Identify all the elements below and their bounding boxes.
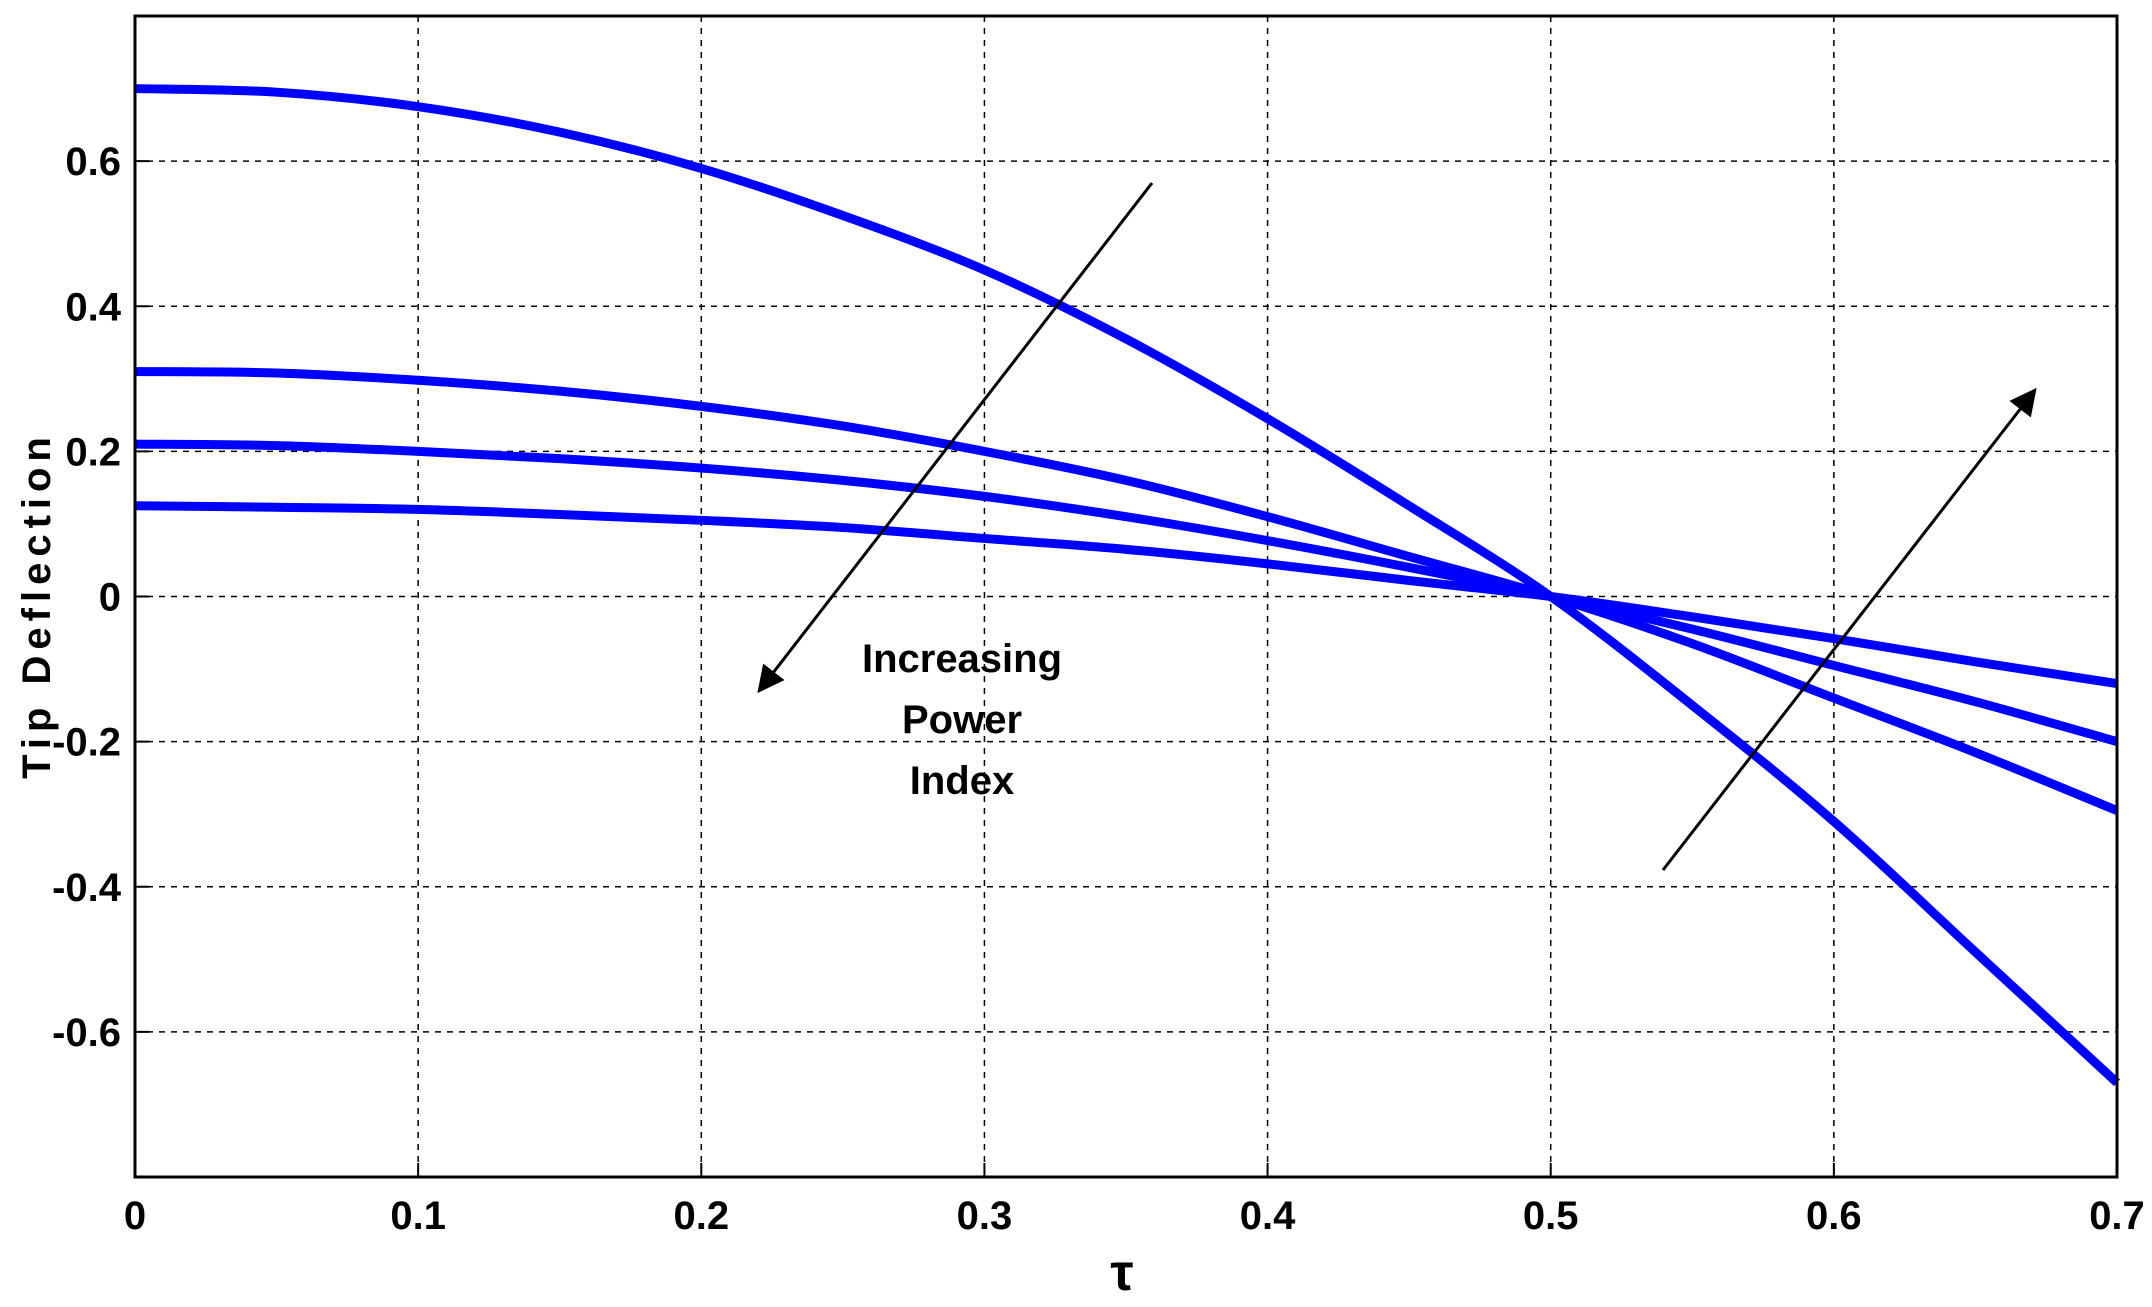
x-tick-label: 0.7 [2089, 1194, 2145, 1238]
series-line-3 [134, 439, 2119, 746]
grid [135, 16, 2117, 1177]
annotation-line-2: Power [902, 698, 1022, 742]
y-tick-label: -0.6 [52, 1011, 121, 1055]
series-line-4 [134, 501, 2118, 689]
x-tick-label: 0.1 [390, 1194, 446, 1238]
y-tick-label: 0 [99, 576, 121, 620]
annotation-line-1: Increasing [862, 637, 1062, 681]
x-tick-label: 0.4 [1240, 1194, 1296, 1238]
x-tick-label: 0.6 [1806, 1194, 1862, 1238]
y-tick-label: -0.4 [52, 866, 122, 910]
annotation-group: Increasing Power Index [757, 182, 2037, 871]
arrow-decreasing-left [757, 182, 1154, 694]
x-tick-label: 0.5 [1523, 1194, 1579, 1238]
x-axis-label: τ [1110, 1244, 1133, 1302]
y-tick-label: -0.2 [52, 721, 121, 765]
y-axis-ticks: 0.6 0.4 0.2 0 -0.2 -0.4 -0.6 [52, 140, 149, 1055]
y-tick-label: 0.4 [65, 285, 121, 329]
series-line-2 [134, 367, 2119, 815]
series-line-1 [134, 84, 2121, 1086]
series-layer [134, 84, 2121, 1086]
arrow-increasing-right [1661, 387, 2037, 871]
x-tick-label: 0.3 [957, 1194, 1013, 1238]
y-axis-label: Tip Deflection [15, 431, 59, 779]
x-tick-label: 0.2 [673, 1194, 729, 1238]
annotation-line-3: Index [910, 759, 1014, 803]
x-axis-ticks: 0 0.1 0.2 0.3 0.4 0.5 0.6 0.7 [124, 1163, 2145, 1238]
y-tick-label: 0.6 [65, 140, 121, 184]
x-tick-label: 0 [124, 1194, 146, 1238]
y-tick-label: 0.2 [65, 430, 121, 474]
